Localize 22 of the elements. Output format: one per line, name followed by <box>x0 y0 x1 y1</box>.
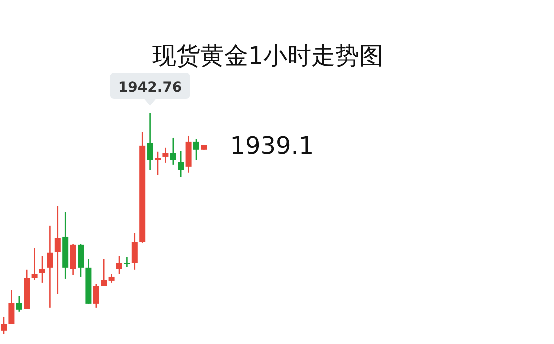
candlestick <box>124 256 130 268</box>
candlestick <box>16 295 22 313</box>
candlestick <box>101 258 108 287</box>
candlestick <box>170 137 176 166</box>
candlestick <box>93 283 100 309</box>
text: 1942.76 <box>118 80 182 96</box>
candlestick <box>155 151 161 176</box>
candlestick <box>54 205 61 295</box>
candlestick <box>1 316 7 335</box>
candlestick <box>32 247 38 281</box>
candlestick <box>116 255 122 275</box>
candlestick <box>132 232 138 271</box>
candlestick <box>194 138 200 161</box>
candlestick <box>40 255 46 284</box>
text: 1939.1 <box>230 132 314 160</box>
text: 现货黄金1小时走势图 <box>152 42 384 70</box>
candlestick <box>8 289 15 325</box>
candlestick <box>78 243 84 278</box>
candlestick <box>147 112 154 171</box>
candlestick <box>162 147 169 164</box>
candlestick <box>47 225 54 309</box>
candlestick <box>178 150 184 178</box>
